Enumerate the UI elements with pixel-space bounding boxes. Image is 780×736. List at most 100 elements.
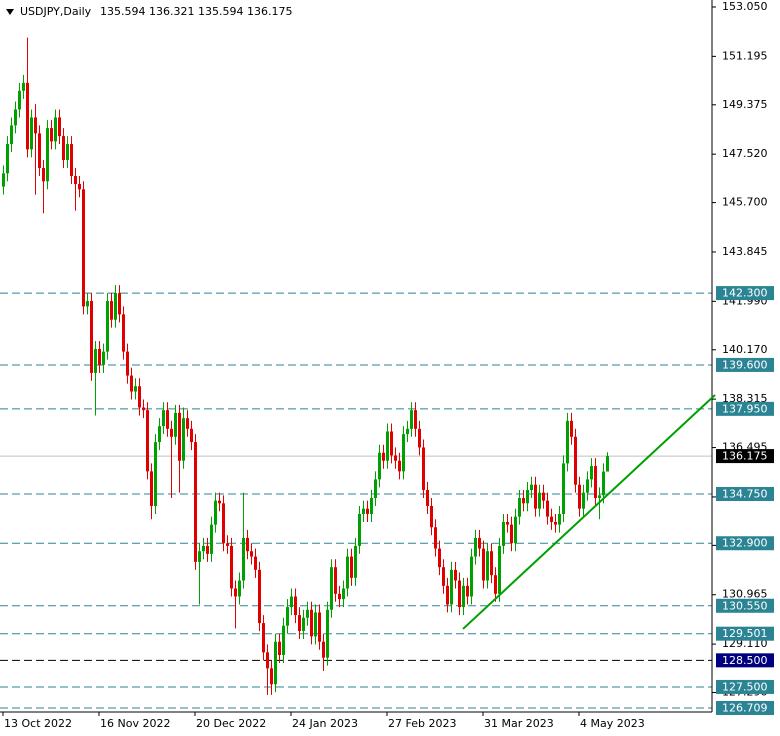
candle-body [170, 428, 173, 437]
candle-body [370, 498, 373, 514]
level-label-box [716, 679, 774, 694]
candle-body [538, 492, 541, 509]
candle-body [442, 567, 445, 586]
candle-body [530, 484, 533, 491]
candle-body [578, 484, 581, 509]
candle-body [250, 551, 253, 557]
symbol: USDJPY,Daily [20, 5, 92, 18]
candle-body [46, 128, 49, 182]
candle-body [598, 495, 601, 499]
candle-body [582, 492, 585, 509]
candle-body [490, 551, 493, 576]
candle-body [274, 641, 277, 685]
candle-body [430, 505, 433, 528]
candle-body [238, 580, 241, 597]
level-label-box [716, 401, 774, 416]
x-tick-label: 16 Nov 2022 [100, 717, 170, 730]
candle-body [150, 471, 153, 506]
level-label-box [716, 653, 774, 668]
candle-body [594, 466, 597, 499]
candle-body [74, 175, 77, 184]
level-label-box [716, 598, 774, 613]
candle-body [510, 524, 513, 544]
candle-body [550, 516, 553, 522]
candle-body [562, 463, 565, 514]
x-tick-label: 4 May 2023 [580, 717, 645, 730]
candle-body [278, 641, 281, 656]
x-tick-label: 27 Feb 2023 [388, 717, 456, 730]
candle-body [178, 412, 181, 461]
candle-body [418, 428, 421, 448]
candle-body [386, 431, 389, 461]
candle-body [254, 556, 257, 570]
candle-body [494, 575, 497, 594]
candle-body [454, 569, 457, 581]
candle-body [438, 548, 441, 568]
candle-body [218, 500, 221, 504]
candle-body [446, 585, 449, 605]
candle-body [298, 615, 301, 632]
level-label: 132.900 [722, 537, 768, 550]
candle-body [58, 117, 61, 137]
candle-body [314, 612, 317, 637]
candle-body [26, 82, 29, 150]
candle-body [458, 580, 461, 608]
candle-body [422, 447, 425, 491]
candle-body [126, 351, 129, 376]
x-tick-label: 20 Dec 2022 [196, 717, 266, 730]
candle-body [522, 498, 525, 504]
candle-body [182, 418, 185, 461]
level-label: 142.300 [722, 287, 768, 300]
candle-body [174, 412, 177, 437]
candle-body [414, 410, 417, 429]
candle-body [378, 452, 381, 480]
current-price-label: 136.175 [722, 450, 768, 463]
level-label-box [716, 701, 774, 715]
candle-body [426, 490, 429, 506]
candle-body [50, 128, 53, 142]
candle-body [42, 168, 45, 182]
candle-body [54, 117, 57, 142]
y-tick-label: 145.700 [722, 196, 768, 209]
candle-body [62, 136, 65, 161]
candle-body [394, 455, 397, 461]
menu-arrow[interactable] [6, 9, 14, 15]
candle-body [366, 508, 369, 514]
trendline [462, 394, 716, 630]
candle-body [222, 503, 225, 544]
candle-body [534, 484, 537, 509]
plot-area [0, 37, 712, 709]
y-tick-label: 143.845 [722, 245, 768, 258]
level-label-box [716, 487, 774, 502]
candle-body [186, 418, 189, 429]
candle-body [546, 500, 549, 517]
level-label: 129.501 [722, 627, 768, 640]
candle-body [374, 479, 377, 499]
candle-body [574, 436, 577, 485]
candle-body [158, 426, 161, 443]
candle-body [350, 556, 353, 578]
candle-body [78, 183, 81, 190]
candle-body [166, 410, 169, 429]
candle-body [346, 556, 349, 589]
candle-body [66, 144, 69, 161]
candle-body [606, 456, 609, 472]
candle-body [138, 386, 141, 408]
candle-body [554, 521, 557, 525]
candle-body [290, 596, 293, 608]
candle-body [482, 548, 485, 581]
candle-body [198, 551, 201, 562]
candle-body [402, 434, 405, 472]
candle-body [266, 652, 269, 669]
candle-body [162, 410, 165, 427]
candle-body [122, 314, 125, 352]
candle-body [474, 537, 477, 557]
candle-body [330, 567, 333, 610]
level-label-box [716, 536, 774, 551]
candle-body [358, 513, 361, 546]
x-tick-label: 31 Mar 2023 [484, 717, 554, 730]
candle-body [310, 609, 313, 637]
x-tick-label: 13 Oct 2022 [4, 717, 72, 730]
y-tick-label: 147.520 [722, 147, 768, 160]
